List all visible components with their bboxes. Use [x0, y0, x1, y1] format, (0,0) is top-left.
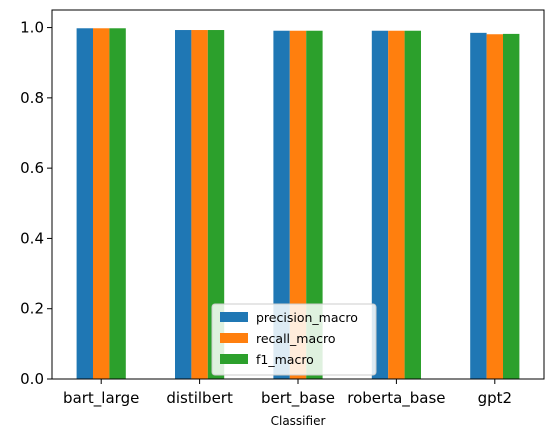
legend: precision_macro recall_macro f1_macro [211, 303, 377, 376]
y-tick-label: 0.8 [20, 89, 44, 107]
bar-f1_macro-roberta_base [404, 30, 421, 380]
x-tick-label: gpt2 [478, 389, 512, 407]
x-tick-label: bert_base [261, 389, 335, 408]
y-tick-label: 0.0 [20, 370, 44, 388]
x-tick-label: roberta_base [347, 389, 445, 408]
bar-f1_macro-bert_base [306, 30, 323, 380]
x-tick-label: bart_large [63, 389, 139, 408]
bar-precision_macro-gpt2 [470, 32, 487, 379]
y-tick-label: 0.4 [20, 229, 44, 247]
legend-box [211, 303, 377, 376]
x-tick-label: distilbert [166, 389, 233, 407]
legend-swatch-recall_macro [220, 333, 248, 343]
bar-recall_macro-distilbert [191, 30, 208, 379]
bar-f1_macro-distilbert [207, 30, 225, 379]
bar-f1_macro-gpt2 [503, 33, 520, 379]
legend-label-precision_macro: precision_macro [256, 310, 358, 325]
plot-frame [51, 9, 545, 380]
bars-group [76, 28, 520, 380]
bar-recall_macro-bert_base [289, 30, 307, 380]
legend-label-f1_macro: f1_macro [256, 352, 314, 367]
bar-precision_macro-distilbert [175, 30, 192, 379]
legend-swatch-precision_macro [220, 312, 248, 322]
legend-label-recall_macro: recall_macro [256, 331, 336, 346]
y-tick-label: 0.2 [20, 300, 44, 318]
y-tick-label: 0.6 [20, 159, 44, 177]
bar-precision_macro-bert_base [273, 30, 290, 380]
x-axis: bart_large distilbert bert_base roberta_bas… [63, 379, 512, 408]
legend-swatch-f1_macro [220, 354, 248, 364]
bar-precision_macro-roberta_base [371, 30, 389, 380]
bar-recall_macro-gpt2 [486, 34, 503, 380]
bar-recall_macro-roberta_base [388, 30, 405, 380]
bar-precision_macro-bart_large [76, 28, 93, 379]
bar-f1_macro-bart_large [109, 28, 126, 379]
y-axis: 0.0 0.2 0.4 0.6 0.8 1.0 [20, 19, 52, 388]
x-axis-title: Classifier [271, 414, 326, 428]
y-tick-label: 1.0 [20, 19, 44, 37]
bar-recall_macro-bart_large [93, 28, 110, 379]
